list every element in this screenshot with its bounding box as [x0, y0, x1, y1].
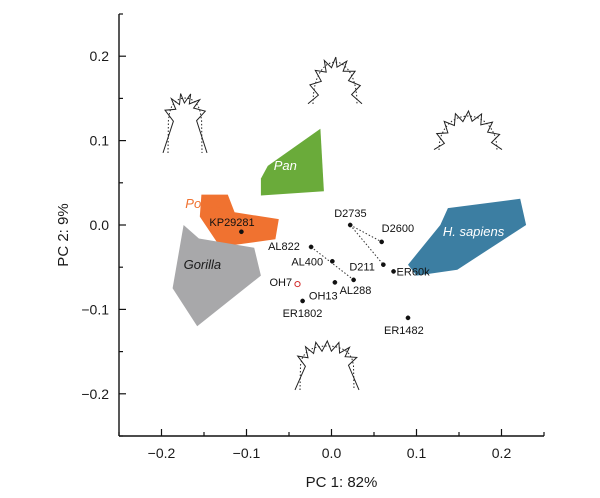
- dotted-links: [310, 224, 384, 281]
- mandible-outline-fossil-arch: [299, 345, 355, 391]
- mandible-outline-pongo-gorilla: [162, 93, 208, 154]
- mandible-outline-sapiens-zigzag: [433, 109, 503, 151]
- hull-pongo: [199, 194, 279, 247]
- point-label-al400: AL400: [291, 256, 323, 268]
- y-tick-label: −0.1: [81, 301, 109, 317]
- point-label-d2600: D2600: [382, 223, 414, 235]
- y-tick-label: −0.2: [81, 386, 109, 402]
- point-label-er1482: ER1482: [384, 325, 424, 337]
- x-axis-title: PC 1: 82%: [306, 474, 378, 491]
- point-label-oh13: OH13: [309, 290, 338, 302]
- y-axis-title: PC 2: 9%: [55, 203, 72, 266]
- group-label: Pongo: [185, 196, 223, 211]
- point-label-oh7: OH7: [270, 277, 293, 289]
- x-tick-label: 0.2: [492, 445, 512, 461]
- specimen-points: KP29281 D2735 D2600 AL822 AL400 D211 ER60k OH7 O…: [209, 208, 430, 337]
- point-label-al822: AL822: [268, 241, 300, 253]
- y-tick-label: 0.1: [90, 133, 110, 149]
- group-hulls: Pan Pongo Gorilla H. sapiens: [172, 128, 527, 327]
- point-d2735: [347, 222, 353, 228]
- mandible-outline-fossil-zigzag: [294, 339, 360, 391]
- link-d2735-d211: [349, 224, 384, 265]
- point-label-al288: AL288: [340, 285, 372, 297]
- point-kp29281: [239, 229, 244, 235]
- link-d2735-d2600: [349, 224, 382, 243]
- point-oh13: [332, 280, 338, 285]
- point-al400: [330, 258, 335, 264]
- point-oh7: [294, 280, 301, 288]
- mandible-outline-sapiens-arch: [438, 115, 498, 151]
- mandible-outline-fossil: [294, 339, 360, 391]
- point-er60k: [391, 269, 396, 274]
- point-er1482: [405, 315, 411, 321]
- point-al822: [308, 244, 314, 250]
- point-label-er1802: ER1802: [283, 308, 323, 320]
- group-label: H. sapiens: [443, 224, 505, 239]
- axes: −0.2 −0.1 0.0 0.1 0.2 0.2 0.1 0.0 −0.1 −0.2: [81, 13, 545, 461]
- mandible-outline-sapiens: [433, 109, 503, 151]
- hull-h-sapiens: [408, 198, 527, 276]
- mandible-outline-pongo-gorilla-zigzag: [162, 93, 208, 154]
- hull-gorilla: [172, 225, 261, 327]
- x-tick-label: −0.2: [148, 445, 176, 461]
- y-tick-label: 0.0: [90, 217, 110, 233]
- group-label: Gorilla: [184, 257, 222, 272]
- x-tick-label: 0.1: [407, 445, 427, 461]
- y-tick-label: 0.2: [90, 48, 110, 64]
- hull-pan: [260, 128, 324, 196]
- point-label-er60k: ER60k: [397, 266, 431, 278]
- point-al288: [351, 277, 356, 283]
- point-d211: [381, 262, 386, 268]
- mandible-outline-pongo-gorilla-arch: [167, 97, 203, 154]
- group-label: Pan: [274, 158, 297, 173]
- mandible-outlines: [162, 56, 503, 391]
- mandible-outline-pan: [307, 56, 363, 105]
- point-label-kp29281: KP29281: [209, 217, 254, 229]
- x-tick-label: 0.0: [322, 445, 342, 461]
- point-er1802: [300, 298, 305, 304]
- x-tick-label: −0.1: [233, 445, 261, 461]
- point-label-d2735: D2735: [334, 208, 366, 220]
- point-d2600: [379, 239, 384, 245]
- mandible-outline-pan-zigzag: [307, 56, 363, 105]
- point-label-d211: D211: [349, 262, 374, 274]
- mandible-outline-pan-arch: [312, 61, 358, 105]
